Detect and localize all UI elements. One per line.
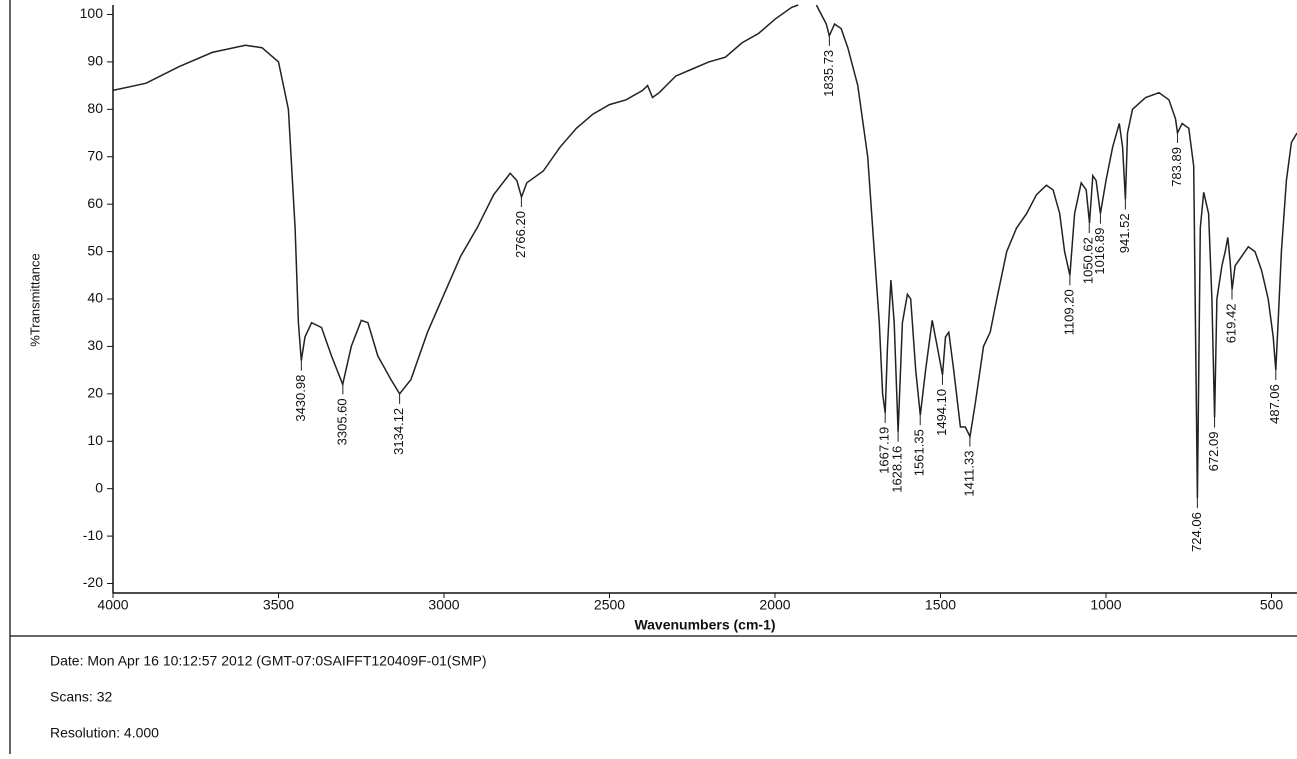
y-tick-label: -10 xyxy=(83,527,103,543)
y-tick-label: 10 xyxy=(87,432,103,448)
footer-scans: Scans: 32 xyxy=(50,689,112,705)
peak-label: 3134.12 xyxy=(391,408,406,455)
y-tick-label: 30 xyxy=(87,337,103,353)
y-tick-label: 70 xyxy=(87,147,103,163)
x-tick-label: 3500 xyxy=(263,597,294,613)
peak-label: 3305.60 xyxy=(334,398,349,445)
x-tick-label: 2000 xyxy=(759,597,790,613)
peak-label: 1835.73 xyxy=(821,50,836,97)
peak-label: 724.06 xyxy=(1189,512,1204,552)
y-tick-label: 100 xyxy=(80,5,104,21)
y-tick-label: 40 xyxy=(87,290,103,306)
x-tick-label: 3000 xyxy=(428,597,459,613)
peak-label: 783.89 xyxy=(1169,147,1184,187)
footer-date: Date: Mon Apr 16 10:12:57 2012 (GMT-07:0… xyxy=(50,653,487,669)
x-tick-label: 2500 xyxy=(594,597,625,613)
y-tick-label: -20 xyxy=(83,574,103,590)
peak-label: 1494.10 xyxy=(934,389,949,436)
y-tick-label: 80 xyxy=(87,100,103,116)
footer-resolution: Resolution: 4.000 xyxy=(50,725,159,741)
peak-label: 487.06 xyxy=(1267,384,1282,424)
peak-label: 1109.20 xyxy=(1061,289,1076,335)
x-tick-label: 1500 xyxy=(925,597,956,613)
y-axis-label: %Transmittance xyxy=(27,253,42,346)
peak-label: 1050.62 xyxy=(1081,237,1096,284)
y-tick-label: 0 xyxy=(95,479,103,495)
y-tick-label: 50 xyxy=(87,242,103,258)
peak-label: 2766.20 xyxy=(513,211,528,258)
peak-label: 941.52 xyxy=(1117,213,1132,253)
x-tick-label: 1000 xyxy=(1090,597,1121,613)
peak-label: 1667.19 xyxy=(877,427,892,474)
peak-label: 1628.16 xyxy=(890,446,905,493)
x-axis-label: Wavenumbers (cm-1) xyxy=(634,617,775,633)
spectrum-line xyxy=(112,4,1297,499)
peak-label: 3430.98 xyxy=(293,375,308,422)
x-tick-label: 500 xyxy=(1260,597,1284,613)
peak-label: 672.09 xyxy=(1206,432,1221,472)
y-tick-label: 90 xyxy=(87,53,103,69)
y-tick-label: 20 xyxy=(87,385,103,401)
peak-label: 1016.89 xyxy=(1092,228,1107,275)
x-tick-label: 4000 xyxy=(97,597,128,613)
peak-label: 619.42 xyxy=(1223,304,1238,344)
y-tick-label: 60 xyxy=(87,195,103,211)
peak-label: 1561.35 xyxy=(912,429,927,476)
peak-label: 1411.33 xyxy=(961,451,976,497)
